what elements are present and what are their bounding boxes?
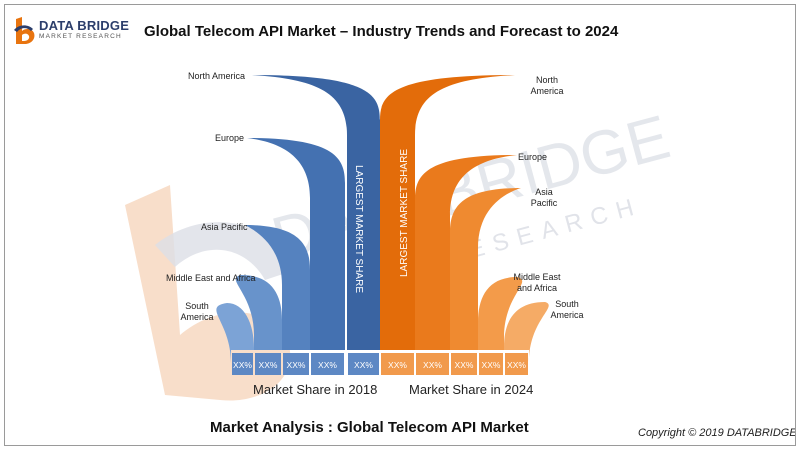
ribbon-2024-asia-pacific [450, 188, 521, 350]
value-label-2024-north-america: XX% [388, 360, 407, 370]
value-label-2018-south-america: XX% [233, 360, 252, 370]
region-label-2018-europe: Europe [215, 133, 244, 143]
value-box-2024-asia-pacific [451, 353, 477, 375]
value-box-2018-south-america [232, 353, 253, 375]
region-label-2024-north-america-line-2: America [530, 86, 563, 96]
region-label-2024-middle-east-and-africa-line-1: Middle East [513, 272, 561, 282]
axis-label-2024: Market Share in 2024 [409, 382, 533, 397]
chart-canvas: DATA BRIDGE RESEARCH XX% XX%XX% XX%XX% XX%X… [125, 71, 677, 401]
value-label-2018-north-america: XX% [354, 360, 373, 370]
ribbon-2024-south-america [504, 302, 549, 362]
value-box-2018-europe [311, 353, 344, 375]
region-labels: North America NorthAmericaEuropeEuropeAsi… [166, 71, 584, 322]
annotation-largest-share-2018: LARGEST MARKET SHARE [353, 165, 364, 293]
value-box-2024-north-america [381, 353, 414, 375]
region-label-2024-asia-pacific-line-1: Asia [535, 187, 553, 197]
ribbon-2024-middle-east-and-africa [478, 277, 523, 350]
value-label-2024-middle-east-and-africa: XX% [482, 360, 501, 370]
region-label-2024-south-america-line-2: America [550, 310, 583, 320]
axis-label-2018: Market Share in 2018 [253, 382, 377, 397]
logo-subtitle: MARKET RESEARCH [39, 33, 122, 40]
value-box-2018-north-america [348, 353, 379, 375]
value-label-2018-middle-east-and-africa: XX% [259, 360, 278, 370]
region-label-2024-middle-east-and-africa-line-2: and Africa [517, 283, 557, 293]
ribbon-2018-asia-pacific [245, 225, 310, 350]
value-box-2018-middle-east-and-africa [255, 353, 281, 375]
value-label-2024-south-america: XX% [507, 360, 526, 370]
value-label-2018-asia-pacific: XX% [287, 360, 306, 370]
logo-name: DATA BRIDGE [39, 18, 130, 33]
region-label-2018-south-america-line-1: South [185, 301, 209, 311]
ribbon-2024-north-america [380, 75, 515, 350]
value-box-2024-south-america [505, 353, 528, 375]
region-label-2018-south-america-line-2: America [180, 312, 213, 322]
region-label-2024-south-america-line-1: South [555, 299, 579, 309]
region-label-2024-north-america-line-1: North [536, 75, 558, 85]
footer-title: Market Analysis : Global Telecom API Mar… [210, 419, 529, 436]
infographic-frame: DATA BRIDGE RESEARCH XX% XX% XX% XX% XX% XX% X… [4, 4, 796, 446]
ribbon-2018-north-america [252, 75, 380, 350]
databridge-logo-icon [14, 17, 35, 44]
ribbon-2024-europe [415, 155, 517, 350]
annotation-largest-share-2024: LARGEST MARKET SHARE [399, 149, 410, 277]
value-boxes: XX% XX% XX% XX% XX% XX% XX% XX% XX% XX% [232, 353, 528, 375]
copyright-text: Copyright © 2019 DATABRIDGE [638, 427, 796, 439]
region-label-2024-europe: Europe [518, 152, 547, 162]
region-label-2018-asia-pacific: Asia Pacific [201, 222, 248, 232]
value-label-2024-europe: XX% [423, 360, 442, 370]
region-label-2018-middle-east-and-africa: Middle East and Africa [166, 273, 256, 283]
ribbon-marks [216, 75, 549, 363]
ribbon-2018-europe [247, 138, 345, 350]
ribbon-2018-south-america [216, 303, 254, 363]
value-label-2018-europe: XX% [318, 360, 337, 370]
region-label-2018-north-america: North America [188, 71, 245, 81]
region-label-2024-asia-pacific-line-2: Pacific [531, 198, 558, 208]
value-box-2024-europe [416, 353, 449, 375]
page-title: Global Telecom API Market – Industry Tre… [144, 23, 619, 40]
value-label-2024-asia-pacific: XX% [455, 360, 474, 370]
value-box-2018-asia-pacific [283, 353, 309, 375]
ribbon-2018-middle-east-and-africa [235, 275, 282, 350]
value-box-2024-middle-east-and-africa [479, 353, 503, 375]
watermark-logo-arc [155, 222, 295, 280]
